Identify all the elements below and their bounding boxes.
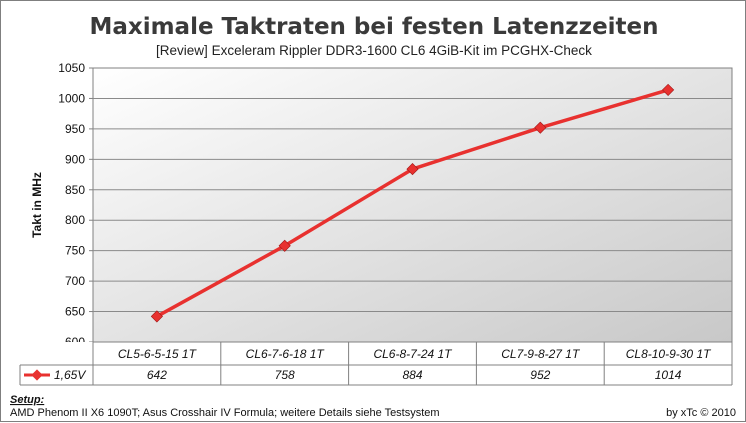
y-tick-label: 800	[65, 213, 85, 227]
data-value-cell: 884	[402, 368, 422, 382]
category-label: CL6-7-6-18 1T	[246, 347, 326, 361]
data-point	[150, 310, 163, 323]
category-label: CL7-9-8-27 1T	[501, 347, 581, 361]
category-label: CL5-6-5-15 1T	[118, 347, 198, 361]
setup-text: AMD Phenom II X6 1090T; Asus Crosshair I…	[10, 407, 440, 419]
data-point	[534, 121, 547, 134]
y-axis-ticks: 60065070075080085090095010001050	[58, 61, 93, 349]
data-value-cell: 642	[147, 368, 167, 382]
gridlines	[93, 97, 732, 313]
chart-title: Maximale Taktraten bei festen Latenzzeit…	[89, 14, 658, 40]
y-tick-label: 850	[65, 183, 85, 197]
y-tick-label: 750	[65, 244, 85, 258]
legend-label: 1,65V	[54, 368, 86, 382]
data-value-cell: 1014	[655, 368, 682, 382]
data-value-cell: 758	[275, 368, 295, 382]
y-tick-label: 950	[65, 122, 85, 136]
data-point	[406, 162, 419, 176]
y-tick-label: 1000	[58, 91, 85, 105]
chart-subtitle: [Review] Exceleram Rippler DDR3-1600 CL6…	[156, 43, 592, 58]
credit-text: by xTc © 2010	[666, 407, 736, 419]
y-axis-label: Takt in MHz	[30, 172, 44, 238]
y-tick-label: 1050	[58, 61, 85, 75]
series-line-group	[150, 83, 675, 323]
setup-label: Setup:	[10, 394, 45, 406]
category-label: CL8-10-9-30 1T	[626, 347, 712, 361]
y-tick-label: 900	[65, 152, 85, 166]
data-point	[662, 83, 675, 97]
data-value-cell: 952	[530, 368, 550, 382]
data-point	[278, 239, 291, 252]
y-tick-label: 700	[65, 274, 85, 288]
data-table: CL5-6-5-15 1T CL6-7-6-18 1T CL6-8-7-24 1T C…	[19, 341, 733, 386]
data-table-background	[20, 342, 732, 385]
category-label: CL6-8-7-24 1T	[373, 347, 453, 361]
plot-area	[92, 67, 733, 343]
y-tick-label: 650	[65, 305, 85, 319]
